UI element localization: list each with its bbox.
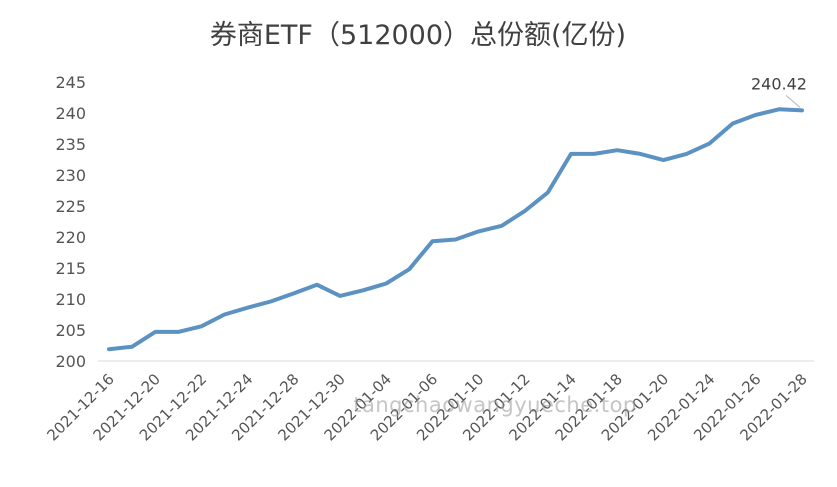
y-tick-label: 210 [55,290,86,309]
y-tick-label: 205 [55,321,86,340]
y-tick-label: 230 [55,166,86,185]
data-label: 240.42 [751,74,807,93]
y-tick-label: 215 [55,259,86,278]
y-tick-label: 245 [55,73,86,92]
series-line [107,107,804,352]
watermark: tangchaowangyueche.top [353,393,637,417]
chart-title: 券商ETF（512000）总份额(亿份) [210,20,626,51]
y-tick-label: 200 [55,352,86,371]
y-axis-ticks: 200 205 210 215 220 225 230 235 240 245 [55,73,86,371]
y-tick-label: 225 [55,197,86,216]
data-label-leader [785,95,801,108]
y-tick-label: 240 [55,104,86,123]
y-tick-label: 220 [55,228,86,247]
y-tick-label: 235 [55,135,86,154]
